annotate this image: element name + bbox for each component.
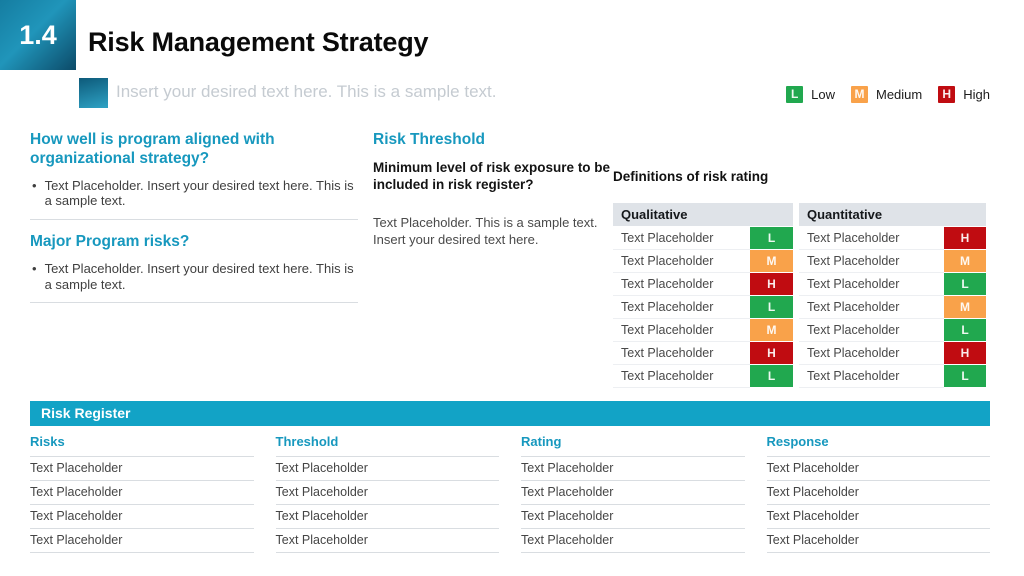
register-column-rating: Rating Text Placeholder Text Placeholder… xyxy=(521,434,745,553)
bullet-icon: • xyxy=(32,177,37,193)
qualitative-cell: Text Placeholder xyxy=(613,227,750,250)
register-cell: Text Placeholder xyxy=(521,529,745,553)
left-column: How well is program aligned with organiz… xyxy=(30,131,358,316)
register-column-header: Threshold xyxy=(275,434,499,457)
qualitative-rating-badge: M xyxy=(750,319,793,342)
quantitative-cell: Text Placeholder xyxy=(799,227,944,250)
slide-number: 1.4 xyxy=(19,19,57,50)
register-cell: Text Placeholder xyxy=(30,481,254,505)
subtitle-placeholder: Insert your desired text here. This is a… xyxy=(116,82,497,101)
definitions-table-header: Qualitative Quantitative xyxy=(613,203,986,226)
qualitative-rating-badge: M xyxy=(750,250,793,273)
section-heading-alignment: How well is program aligned with organiz… xyxy=(30,131,275,167)
section-heading-risk-threshold: Risk Threshold xyxy=(373,131,485,148)
register-cell: Text Placeholder xyxy=(521,457,745,481)
register-cell: Text Placeholder xyxy=(30,457,254,481)
qualitative-rating-badge: H xyxy=(750,273,793,296)
risk-legend: L Low M Medium H High xyxy=(786,86,990,103)
definitions-table-row: Text Placeholder L Text Placeholder M xyxy=(613,296,986,319)
qualitative-cell: Text Placeholder xyxy=(613,319,750,342)
bullet-text: Text Placeholder. Insert your desired te… xyxy=(44,177,354,209)
low-badge: L xyxy=(786,86,804,103)
register-cell: Text Placeholder xyxy=(30,529,254,553)
definitions-title: Definitions of risk rating xyxy=(613,169,769,184)
register-cell: Text Placeholder xyxy=(275,529,499,553)
quantitative-cell: Text Placeholder xyxy=(799,342,944,365)
register-cell: Text Placeholder xyxy=(521,481,745,505)
legend-label-medium: Medium xyxy=(876,87,923,102)
qualitative-rating-badge: L xyxy=(750,365,793,388)
risk-threshold-column: Risk Threshold Minimum level of risk exp… xyxy=(373,131,615,249)
register-cell: Text Placeholder xyxy=(275,505,499,529)
risk-register-banner: Risk Register xyxy=(30,401,990,426)
definitions-table-row: Text Placeholder L Text Placeholder H xyxy=(613,227,986,250)
divider xyxy=(30,219,358,220)
quantitative-rating-badge: H xyxy=(944,227,986,250)
divider xyxy=(30,302,358,304)
qualitative-cell: Text Placeholder xyxy=(613,250,750,273)
definitions-table-row: Text Placeholder M Text Placeholder M xyxy=(613,250,986,273)
high-badge: H xyxy=(938,86,956,103)
quantitative-cell: Text Placeholder xyxy=(799,250,944,273)
register-cell: Text Placeholder xyxy=(766,505,990,529)
register-cell: Text Placeholder xyxy=(766,529,990,553)
definitions-table: Qualitative Quantitative Text Placeholde… xyxy=(613,203,986,388)
quantitative-rating-badge: H xyxy=(944,342,986,365)
legend-label-high: High xyxy=(963,87,990,102)
quantitative-rating-badge: L xyxy=(944,273,986,296)
bullet-item: • Text Placeholder. Insert your desired … xyxy=(30,178,358,209)
quantitative-rating-badge: L xyxy=(944,319,986,342)
register-cell: Text Placeholder xyxy=(766,457,990,481)
legend-label-low: Low xyxy=(811,87,835,102)
accent-square xyxy=(79,78,108,108)
medium-badge: M xyxy=(851,86,868,103)
bullet-item: • Text Placeholder. Insert your desired … xyxy=(30,261,358,292)
register-cell: Text Placeholder xyxy=(30,505,254,529)
definitions-table-row: Text Placeholder H Text Placeholder H xyxy=(613,342,986,365)
legend-item-low: L Low xyxy=(786,86,835,103)
quantitative-cell: Text Placeholder xyxy=(799,365,944,388)
register-cell: Text Placeholder xyxy=(275,457,499,481)
quantitative-rating-badge: L xyxy=(944,365,986,388)
register-column-risks: Risks Text Placeholder Text Placeholder … xyxy=(30,434,254,553)
legend-item-high: H High xyxy=(938,86,990,103)
quantitative-cell: Text Placeholder xyxy=(799,319,944,342)
register-cell: Text Placeholder xyxy=(766,481,990,505)
register-column-header: Response xyxy=(766,434,990,457)
bullet-icon: • xyxy=(32,260,37,276)
register-cell: Text Placeholder xyxy=(521,505,745,529)
risk-register-table: Risks Text Placeholder Text Placeholder … xyxy=(30,434,990,553)
quantitative-column-header: Quantitative xyxy=(799,203,986,226)
slide-number-box: 1.4 xyxy=(0,0,76,70)
register-column-header: Risks xyxy=(30,434,254,457)
register-column-threshold: Threshold Text Placeholder Text Placehol… xyxy=(275,434,499,553)
definitions-table-row: Text Placeholder H Text Placeholder L xyxy=(613,273,986,296)
section-heading-program-risks: Major Program risks? xyxy=(30,233,190,250)
bullet-text: Text Placeholder. Insert your desired te… xyxy=(44,260,354,292)
qualitative-cell: Text Placeholder xyxy=(613,273,750,296)
register-cell: Text Placeholder xyxy=(275,481,499,505)
page-title: Risk Management Strategy xyxy=(88,27,429,57)
qualitative-rating-badge: L xyxy=(750,227,793,250)
quantitative-cell: Text Placeholder xyxy=(799,273,944,296)
quantitative-rating-badge: M xyxy=(944,296,986,319)
register-column-header: Rating xyxy=(521,434,745,457)
quantitative-cell: Text Placeholder xyxy=(799,296,944,319)
risk-threshold-question: Minimum level of risk exposure to be inc… xyxy=(373,159,611,193)
qualitative-cell: Text Placeholder xyxy=(613,365,750,388)
quantitative-rating-badge: M xyxy=(944,250,986,273)
qualitative-rating-badge: H xyxy=(750,342,793,365)
legend-item-medium: M Medium xyxy=(851,86,922,103)
definitions-table-row: Text Placeholder L Text Placeholder L xyxy=(613,365,986,388)
qualitative-rating-badge: L xyxy=(750,296,793,319)
risk-threshold-body: Text Placeholder. This is a sample text.… xyxy=(373,215,598,248)
definitions-table-row: Text Placeholder M Text Placeholder L xyxy=(613,319,986,342)
qualitative-column-header: Qualitative xyxy=(613,203,793,226)
qualitative-cell: Text Placeholder xyxy=(613,342,750,365)
register-column-response: Response Text Placeholder Text Placehold… xyxy=(766,434,990,553)
qualitative-cell: Text Placeholder xyxy=(613,296,750,319)
